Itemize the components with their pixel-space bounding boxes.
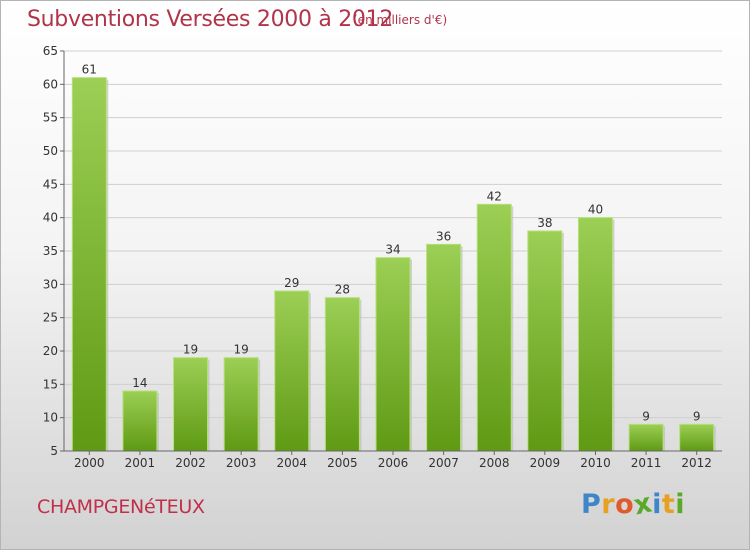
y-tick-label: 30	[43, 277, 58, 291]
y-tick-label: 60	[43, 77, 58, 91]
value-label-2003: 19	[234, 343, 249, 357]
x-tick-label-2000: 2000	[74, 456, 105, 470]
value-label-2000: 61	[82, 63, 97, 77]
logo-letter: i	[675, 489, 686, 520]
y-tick-label: 50	[43, 144, 58, 158]
x-tick-label-2004: 2004	[276, 456, 307, 470]
labels: 5 10 15 20 25 30 35 40 45 50 55 60 65 61 2000 14 2001 19 2…	[43, 44, 712, 470]
proxiti-logo: Proxiti	[581, 487, 686, 521]
x-tick-label-2006: 2006	[378, 456, 409, 470]
logo-letter: o	[615, 489, 635, 520]
x-tick-label-2002: 2002	[175, 456, 206, 470]
bar-2010	[577, 217, 613, 452]
y-tick-label: 10	[43, 411, 58, 425]
value-label-2004: 29	[284, 276, 299, 290]
y-tick-label: 15	[43, 377, 58, 391]
x-tick-label-2005: 2005	[327, 456, 358, 470]
y-tick-label: 5	[50, 444, 58, 458]
logo-letter: P	[581, 489, 602, 520]
logo-letter: i	[652, 489, 662, 520]
bar-2002	[173, 357, 209, 452]
bar-2012	[679, 423, 715, 452]
bar-2011	[628, 423, 664, 452]
bar-2005	[324, 297, 360, 452]
y-tick-label: 20	[43, 344, 58, 358]
value-label-2012: 9	[693, 409, 701, 423]
value-label-2011: 9	[642, 409, 650, 423]
x-tick-label-2008: 2008	[479, 456, 510, 470]
value-label-2009: 38	[537, 216, 552, 230]
bar-2006	[375, 257, 411, 452]
x-tick-label-2010: 2010	[580, 456, 611, 470]
commune-name: CHAMPGENéTEUX	[37, 496, 205, 518]
x-tick-label-2009: 2009	[530, 456, 561, 470]
y-tick-label: 25	[43, 311, 58, 325]
bar-2004	[274, 290, 310, 452]
chart-title: Subventions Versées 2000 à 2012	[27, 7, 394, 32]
x-tick-label-2011: 2011	[631, 456, 662, 470]
bar-2007	[426, 243, 462, 452]
y-tick-label: 65	[43, 44, 58, 58]
logo-letter: t	[661, 489, 676, 520]
x-tick-label-2003: 2003	[226, 456, 257, 470]
logo-letter: r	[601, 489, 616, 520]
value-label-2005: 28	[335, 283, 350, 297]
y-tick-label: 55	[43, 111, 58, 125]
x-tick-label-2007: 2007	[428, 456, 459, 470]
y-tick-label: 45	[43, 177, 58, 191]
value-label-2008: 42	[487, 189, 502, 203]
x-tick-label-2012: 2012	[681, 456, 712, 470]
bars	[71, 77, 716, 452]
bar-2009	[527, 230, 563, 452]
axes	[60, 50, 722, 455]
bar-2003	[223, 357, 259, 452]
value-label-2006: 34	[385, 243, 400, 257]
bar-2000	[71, 77, 107, 452]
y-tick-label: 35	[43, 244, 58, 258]
y-tick-label: 40	[43, 211, 58, 225]
value-label-2001: 14	[132, 376, 147, 390]
value-label-2010: 40	[588, 203, 603, 217]
x-tick-label-2001: 2001	[125, 456, 156, 470]
value-label-2002: 19	[183, 343, 198, 357]
bar-2001	[122, 390, 158, 452]
bar-2008	[476, 203, 512, 452]
value-label-2007: 36	[436, 229, 451, 243]
chart-subtitle: (en milliers d'€)	[353, 13, 448, 27]
